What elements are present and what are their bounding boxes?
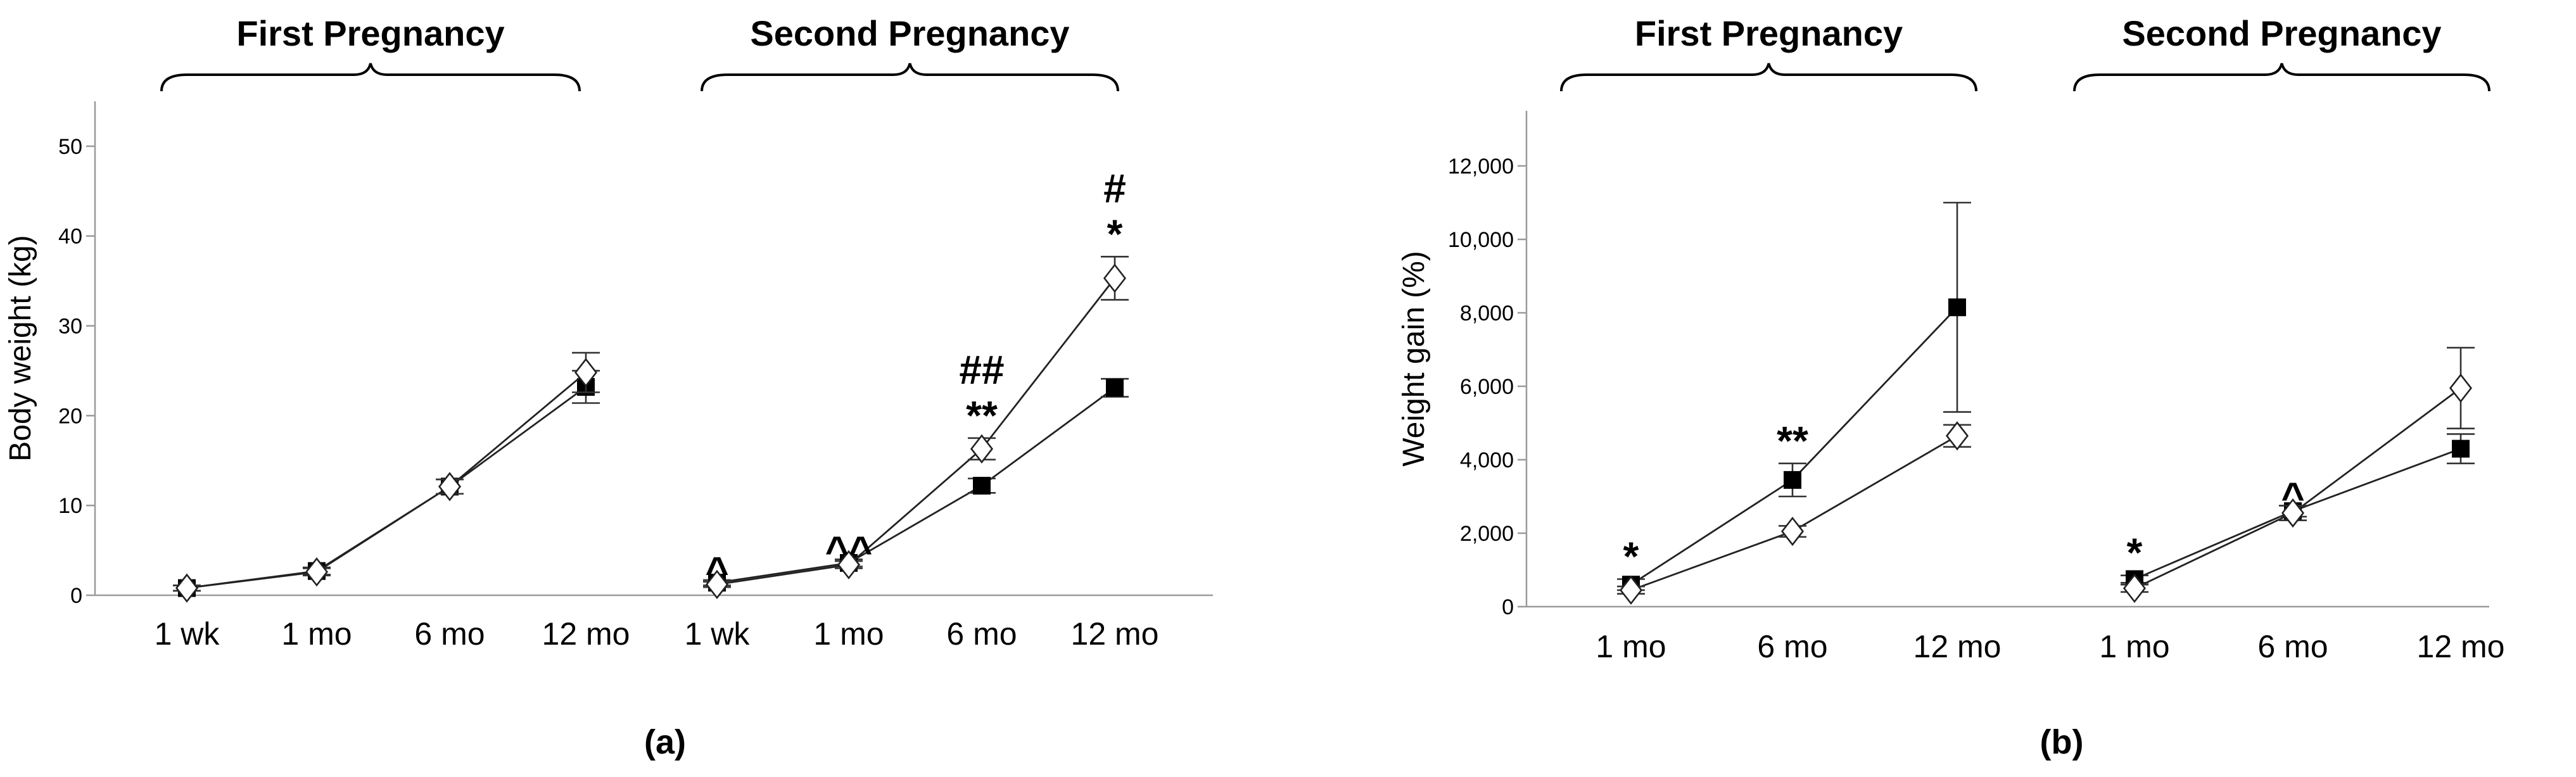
group-brace xyxy=(701,63,1119,92)
y-tick-label: 30 xyxy=(58,315,82,339)
data-point-diamond xyxy=(2449,373,2473,403)
data-point-diamond xyxy=(574,358,598,388)
data-point-diamond xyxy=(837,550,861,579)
y-tick-label: 4,000 xyxy=(1460,448,1514,472)
x-category-label: 12 mo xyxy=(1071,616,1159,652)
data-point-square xyxy=(1784,471,1801,489)
data-point-square xyxy=(1948,298,1966,317)
series-line-open-diamond xyxy=(186,372,587,590)
data-point-diamond xyxy=(2122,573,2147,603)
x-category-label: 1 mo xyxy=(1596,629,1666,664)
data-point-square xyxy=(1106,379,1124,397)
group-brace xyxy=(2073,63,2490,92)
y-tick-label: 10,000 xyxy=(1448,228,1514,252)
x-category-label: 1 mo xyxy=(281,616,352,652)
y-tick-label: 2,000 xyxy=(1460,522,1514,546)
significance-marker: * xyxy=(1623,534,1639,579)
data-point-diamond xyxy=(438,472,462,502)
data-point-square xyxy=(2452,439,2470,458)
significance-marker: ** xyxy=(1777,418,1808,464)
y-tick-label: 0 xyxy=(1502,595,1514,619)
y-tick-label: 0 xyxy=(70,584,82,608)
data-point-diamond xyxy=(1780,516,1805,546)
data-point-diamond xyxy=(1103,263,1127,293)
y-axis-label: Weight gain (%) xyxy=(1397,251,1431,467)
y-tick-label: 10 xyxy=(58,494,82,518)
panel-label: (a) xyxy=(644,723,686,761)
x-category-label: 6 mo xyxy=(414,616,485,652)
x-category-label: 1 mo xyxy=(2099,629,2169,664)
group-brace xyxy=(160,63,581,92)
x-category-label: 12 mo xyxy=(542,616,630,652)
x-category-label: 6 mo xyxy=(946,616,1017,652)
significance-marker: ** xyxy=(966,393,998,438)
data-point-diamond xyxy=(970,434,994,464)
x-category-label: 12 mo xyxy=(1913,629,2002,664)
subplot-title: First Pregnancy xyxy=(1635,13,1903,53)
y-axis-label: Body weight (kg) xyxy=(4,235,37,462)
x-category-label: 1 mo xyxy=(813,616,884,652)
data-point-diamond xyxy=(175,573,199,603)
significance-marker: ## xyxy=(959,347,1004,393)
data-point-diamond xyxy=(1945,421,1969,451)
data-point-diamond xyxy=(705,569,729,600)
y-tick-label: 40 xyxy=(58,225,82,249)
series-line-open-diamond xyxy=(716,277,1116,586)
y-tick-label: 8,000 xyxy=(1460,301,1514,325)
x-category-label: 6 mo xyxy=(2257,629,2328,664)
significance-marker: ^ xyxy=(705,548,728,594)
subplot-title: Second Pregnancy xyxy=(2122,13,2441,53)
x-category-label: 12 mo xyxy=(2417,629,2505,664)
y-tick-label: 12,000 xyxy=(1448,155,1514,179)
significance-marker: ^^ xyxy=(825,527,873,573)
y-tick-label: 50 xyxy=(58,135,82,159)
series-line-filled-square xyxy=(716,387,1115,584)
data-point-diamond xyxy=(1619,575,1643,605)
data-point-diamond xyxy=(305,557,329,587)
data-point-diamond xyxy=(2281,498,2305,528)
series-line-filled-square xyxy=(186,386,587,590)
significance-marker: ^ xyxy=(2281,474,2304,520)
subplot-title: First Pregnancy xyxy=(236,13,504,53)
x-category-label: 1 wk xyxy=(155,616,220,652)
x-category-label: 6 mo xyxy=(1757,629,1827,664)
significance-marker: * xyxy=(1107,211,1123,256)
y-tick-label: 20 xyxy=(58,404,82,428)
y-tick-label: 6,000 xyxy=(1460,375,1514,399)
significance-marker: # xyxy=(1103,165,1126,211)
subplot-title: Second Pregnancy xyxy=(750,13,1069,53)
panel-label: (b) xyxy=(2040,723,2084,761)
x-category-label: 1 wk xyxy=(685,616,751,652)
significance-marker: * xyxy=(2127,530,2143,576)
group-brace xyxy=(1560,63,1977,92)
data-point-square xyxy=(973,476,991,495)
